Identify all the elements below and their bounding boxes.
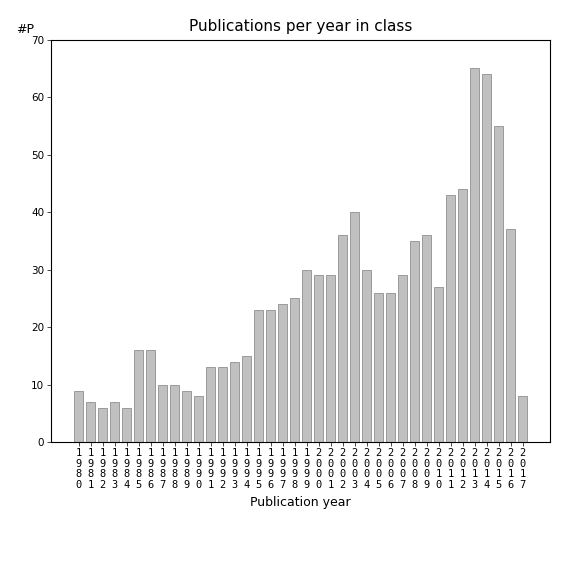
Title: Publications per year in class: Publications per year in class bbox=[189, 19, 412, 35]
Bar bbox=[458, 189, 467, 442]
Bar bbox=[146, 350, 155, 442]
Bar bbox=[218, 367, 227, 442]
Bar bbox=[98, 408, 107, 442]
Bar bbox=[109, 402, 119, 442]
Bar bbox=[86, 402, 95, 442]
Bar bbox=[434, 287, 443, 442]
Bar bbox=[362, 270, 371, 442]
Bar bbox=[410, 241, 420, 442]
Bar bbox=[278, 304, 287, 442]
Bar bbox=[506, 230, 515, 442]
Bar bbox=[374, 293, 383, 442]
Bar bbox=[170, 385, 179, 442]
Bar bbox=[206, 367, 215, 442]
Bar bbox=[422, 235, 431, 442]
X-axis label: Publication year: Publication year bbox=[250, 496, 351, 509]
Bar bbox=[158, 385, 167, 442]
Bar bbox=[518, 396, 527, 442]
Bar bbox=[386, 293, 395, 442]
Bar bbox=[122, 408, 132, 442]
Bar bbox=[494, 126, 503, 442]
Text: #P: #P bbox=[16, 23, 34, 36]
Bar bbox=[194, 396, 204, 442]
Bar bbox=[253, 310, 263, 442]
Bar bbox=[74, 391, 83, 442]
Bar bbox=[230, 362, 239, 442]
Bar bbox=[482, 74, 492, 442]
Bar bbox=[446, 195, 455, 442]
Bar bbox=[338, 235, 348, 442]
Bar bbox=[242, 356, 251, 442]
Bar bbox=[469, 69, 479, 442]
Bar bbox=[397, 276, 407, 442]
Bar bbox=[325, 276, 335, 442]
Bar bbox=[266, 310, 276, 442]
Bar bbox=[350, 212, 359, 442]
Bar bbox=[134, 350, 143, 442]
Bar bbox=[302, 270, 311, 442]
Bar bbox=[314, 276, 323, 442]
Bar bbox=[290, 298, 299, 442]
Bar bbox=[181, 391, 191, 442]
